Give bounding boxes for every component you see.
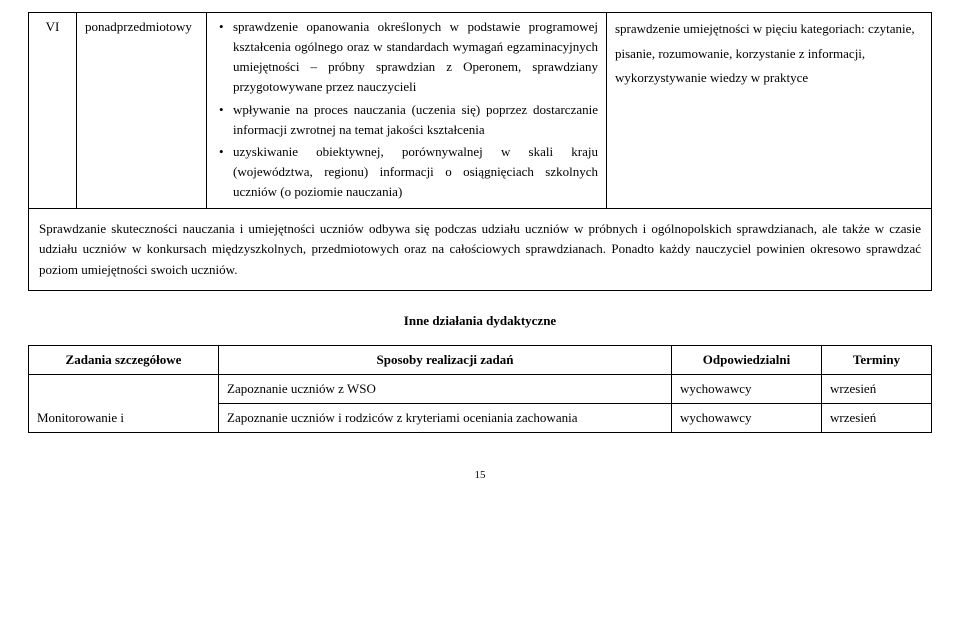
cell-vi: VI xyxy=(29,13,77,209)
deadline-cell: wrzesień xyxy=(822,404,932,433)
method-cell: Zapoznanie uczniów z WSO xyxy=(219,374,672,403)
list-item: wpływanie na proces nauczania (uczenia s… xyxy=(215,100,598,140)
header-tasks: Zadania szczegółowe xyxy=(29,345,219,374)
header-responsible: Odpowiedzialni xyxy=(672,345,822,374)
cell-right: sprawdzenie umiejętności w pięciu katego… xyxy=(607,13,932,209)
cell-desc: sprawdzenie opanowania określonych w pod… xyxy=(207,13,607,209)
boxed-paragraph: Sprawdzanie skuteczności nauczania i umi… xyxy=(29,209,932,290)
top-table: VI ponadprzedmiotowy sprawdzenie opanowa… xyxy=(28,12,932,291)
page-number: 15 xyxy=(28,467,932,484)
list-item: sprawdzenie opanowania określonych w pod… xyxy=(215,17,598,98)
list-item: uzyskiwanie obiektywnej, porównywalnej w… xyxy=(215,142,598,202)
deadline-cell: wrzesień xyxy=(822,374,932,403)
header-methods: Sposoby realizacji zadań xyxy=(219,345,672,374)
task-cell: Monitorowanie i xyxy=(29,404,219,433)
task-cell xyxy=(29,374,219,403)
responsible-cell: wychowawcy xyxy=(672,404,822,433)
responsible-cell: wychowawcy xyxy=(672,374,822,403)
bullet-list: sprawdzenie opanowania określonych w pod… xyxy=(215,17,598,202)
cell-type: ponadprzedmiotowy xyxy=(77,13,207,209)
header-deadlines: Terminy xyxy=(822,345,932,374)
bottom-table: Zadania szczegółowe Sposoby realizacji z… xyxy=(28,345,932,433)
method-cell: Zapoznanie uczniów i rodziców z kryteria… xyxy=(219,404,672,433)
section-title: Inne działania dydaktyczne xyxy=(28,311,932,331)
